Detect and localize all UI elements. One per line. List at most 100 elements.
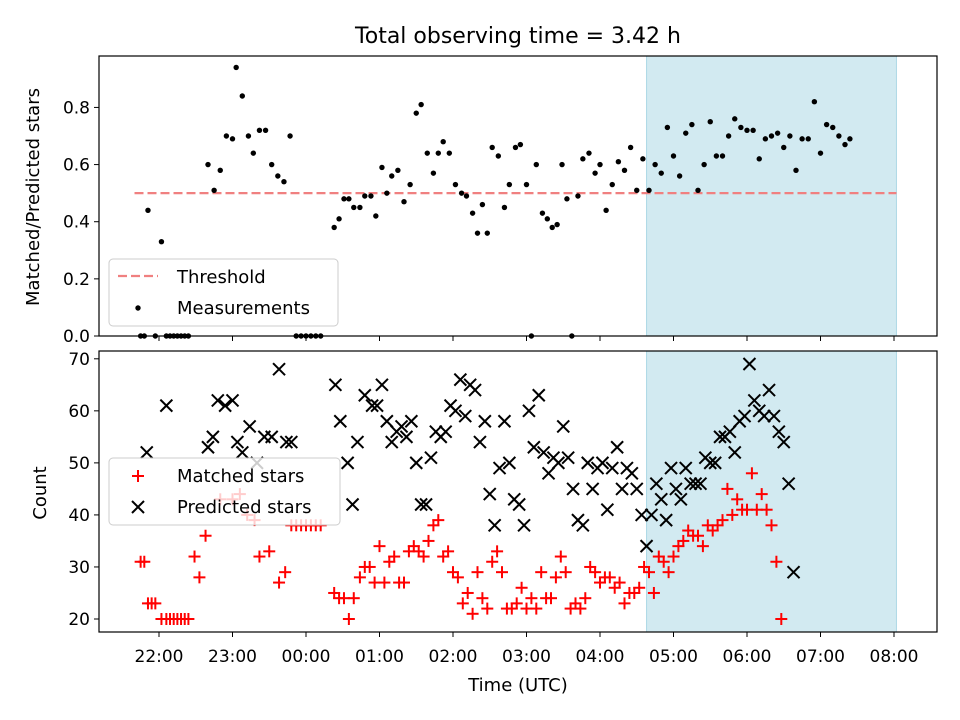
measurement-point	[384, 190, 390, 196]
bottom-y-tick-label: 70	[68, 350, 90, 370]
predicted-star-point	[595, 456, 610, 470]
predicted-star-point	[777, 435, 791, 449]
matched-star-point	[491, 545, 504, 558]
measurement-point	[762, 136, 769, 142]
matched-star-point	[398, 576, 410, 589]
matched-star-point	[721, 482, 734, 495]
measurement-point	[401, 199, 407, 205]
predicted-star-point	[679, 461, 693, 475]
measurement-point	[805, 136, 811, 142]
matched-star-point	[347, 592, 360, 605]
bottom-y-tick-label: 40	[68, 506, 90, 526]
matched-star-point	[545, 592, 557, 605]
predicted-star-point	[781, 476, 796, 491]
measurement-point	[533, 161, 539, 168]
matched-star-point	[373, 540, 386, 553]
top-y-tick-label: 0.2	[63, 270, 90, 290]
bottom-y-tick-label: 30	[68, 558, 90, 578]
predicted-star-point	[742, 357, 757, 371]
measurement-point	[823, 121, 830, 128]
predicted-star-point	[419, 497, 433, 512]
matched-star-point	[388, 550, 401, 563]
x-axis-label: Time (UTC)	[467, 675, 568, 696]
measurement-point	[564, 196, 570, 202]
measurement-point	[458, 190, 465, 196]
predicted-star-point	[639, 539, 654, 553]
measurement-point	[817, 150, 824, 156]
shaded-interval-top	[646, 55, 897, 337]
predicted-star-point	[772, 424, 786, 439]
measurement-point	[495, 153, 502, 159]
measurement-point	[781, 144, 787, 151]
predicted-star-point	[478, 414, 492, 428]
measurement-point	[836, 133, 842, 139]
matched-star-point	[138, 555, 151, 568]
bottom-y-tick-label: 50	[68, 454, 90, 474]
matched-star-point	[613, 576, 626, 589]
measurement-point	[501, 204, 508, 211]
matched-star-point	[755, 488, 768, 501]
measurement-point	[615, 159, 622, 165]
matched-star-point	[677, 534, 690, 547]
top-legend-box	[108, 258, 339, 327]
bottom-y-axis: 20 30 40 50 60 70	[68, 350, 99, 630]
predicted-star-point	[404, 414, 419, 428]
measurement-point	[379, 164, 385, 171]
measurement-point	[479, 201, 486, 208]
predicted-star-point	[328, 378, 343, 392]
predicted-star-point	[370, 398, 384, 413]
measurement-point	[373, 213, 379, 219]
matched-star-point	[696, 540, 709, 553]
measurement-point	[341, 196, 347, 202]
matched-star-point	[716, 514, 729, 527]
matched-star-point	[378, 576, 391, 589]
predicted-star-point	[605, 461, 619, 475]
matched-star-point	[182, 612, 195, 625]
measurement-point	[768, 133, 775, 139]
predicted-star-point	[757, 409, 771, 423]
top-panel: 0.00.20.40.60.8 Matched/Predicted stars …	[23, 55, 938, 347]
measurement-point	[275, 173, 281, 179]
measurement-point	[223, 133, 230, 139]
predicted-star-point	[703, 456, 717, 470]
measurement-point	[523, 181, 530, 188]
predicted-star-point	[561, 450, 575, 465]
matched-star-point	[353, 571, 366, 584]
matched-legend-swatch	[132, 470, 144, 482]
measurement-point	[787, 133, 793, 139]
matched-star-point	[471, 566, 484, 579]
predicted-star-point	[218, 398, 232, 413]
measurement-point	[725, 133, 732, 139]
measurement-point	[713, 153, 720, 159]
predicted-star-point	[600, 503, 615, 517]
x-tick-label: 03:00	[502, 647, 551, 667]
matched-star-point	[149, 597, 162, 610]
x-tick-label: 06:00	[723, 647, 772, 667]
predicted-star-point	[206, 430, 220, 444]
predicted-star-point	[272, 362, 286, 376]
measurement-point	[738, 124, 744, 131]
predicted-star-point	[693, 476, 708, 491]
predicted-star-point	[644, 508, 659, 522]
matched-star-point	[643, 566, 655, 579]
predicted-star-point	[654, 492, 668, 507]
predicted-star-point	[762, 383, 776, 397]
measurement-point	[559, 161, 565, 168]
measurement-point	[430, 170, 437, 176]
bottom-legend: Matched stars Predicted stars	[108, 457, 341, 526]
matched-star-point	[559, 566, 572, 579]
matched-star-point	[603, 571, 616, 584]
predicted-star-point	[358, 388, 372, 402]
matched-star-point	[466, 607, 479, 620]
measurement-point	[233, 64, 239, 71]
predicted-star-point	[201, 440, 215, 454]
measurement-point	[145, 207, 151, 213]
predicted-star-point	[566, 482, 580, 496]
predicted-star-point	[487, 518, 502, 533]
legend-measurements-label: Measurements	[177, 298, 310, 319]
measurement-point	[621, 167, 628, 173]
predicted-star-point	[786, 565, 801, 579]
predicted-star-point	[541, 466, 556, 480]
predicted-star-point	[492, 461, 507, 475]
